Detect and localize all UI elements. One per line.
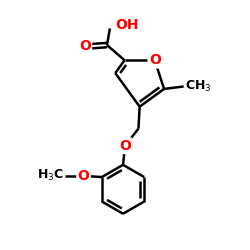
Text: O: O bbox=[119, 139, 131, 153]
Text: OH: OH bbox=[115, 18, 139, 32]
Text: O: O bbox=[78, 169, 90, 183]
Text: O: O bbox=[149, 53, 161, 67]
Text: H$_3$C: H$_3$C bbox=[37, 168, 64, 184]
Text: O: O bbox=[79, 39, 91, 53]
Text: CH$_3$: CH$_3$ bbox=[185, 79, 212, 94]
